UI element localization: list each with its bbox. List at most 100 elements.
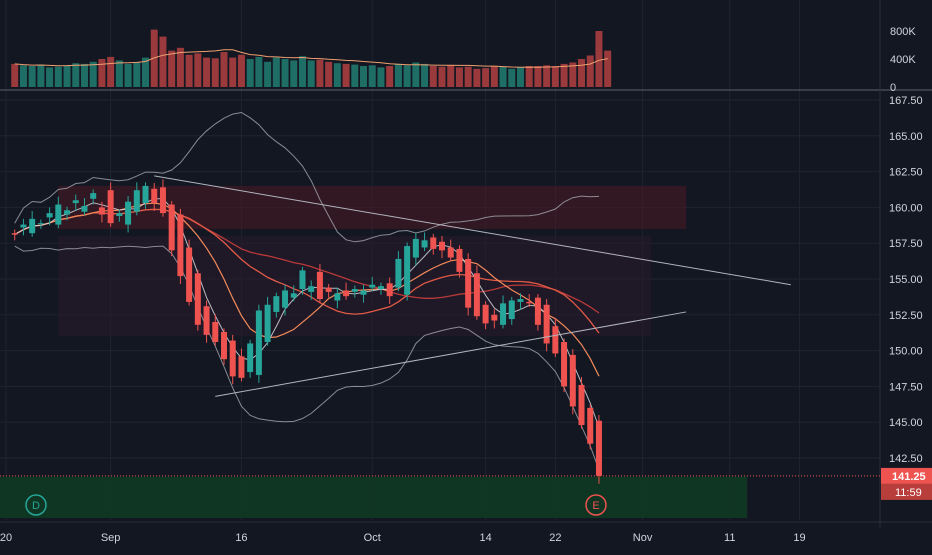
volume-bar — [604, 50, 612, 87]
time-tick-label: 16 — [235, 532, 247, 544]
candle-body — [552, 326, 559, 354]
volume-bar — [72, 63, 80, 87]
candle-body — [561, 342, 568, 387]
candle-body — [569, 354, 576, 407]
candle-body — [255, 310, 262, 375]
candle-body — [430, 237, 437, 249]
candle-body — [465, 258, 472, 308]
candle-body — [20, 224, 27, 228]
volume-bar — [281, 59, 289, 87]
candle-body — [64, 210, 71, 215]
volume-bar — [342, 63, 350, 87]
volume-bar — [360, 66, 368, 87]
volume-bar — [595, 31, 603, 87]
volume-bar — [429, 66, 437, 87]
support-zone — [0, 476, 748, 518]
candle-body — [142, 185, 149, 204]
last-price-badge — [881, 467, 932, 484]
candle-body — [517, 299, 524, 302]
candle-body — [125, 201, 132, 225]
last-price-label: 141.25 — [892, 471, 926, 483]
candle-body — [72, 200, 79, 204]
volume-bar — [203, 57, 211, 87]
volume-bar — [54, 66, 62, 87]
volume-bar — [560, 63, 568, 87]
candle-body — [491, 314, 498, 321]
candle-body — [151, 188, 158, 204]
volume-bar — [220, 52, 228, 87]
candle-body — [37, 223, 44, 225]
volume-bar — [46, 67, 54, 87]
candle-body — [247, 343, 254, 373]
price-tick-label: 167.50 — [889, 95, 923, 107]
candle-body — [203, 306, 210, 335]
volume-bar — [11, 63, 19, 87]
volume-bar — [272, 57, 280, 87]
volume-bar — [19, 65, 27, 87]
volume-bar — [89, 61, 97, 87]
volume-bar — [107, 56, 115, 87]
candle-body — [325, 287, 332, 292]
volume-tick-label: 400K — [890, 54, 916, 66]
time-tick-label: 11 — [724, 532, 735, 544]
bollinger-lower-line — [14, 245, 600, 470]
volume-tick-label: 800K — [890, 26, 916, 38]
candle-body — [369, 284, 376, 288]
candle-body — [107, 190, 114, 224]
candle-body — [299, 270, 306, 290]
volume-bar — [298, 56, 306, 87]
volume-bar — [80, 63, 88, 87]
candle-body — [90, 193, 97, 199]
time-tick-label: 14 — [479, 532, 491, 544]
volume-bar — [290, 60, 298, 87]
volume-bar — [316, 59, 324, 87]
event-marker-dividend — [25, 494, 47, 516]
volume-bar — [255, 56, 263, 87]
candle-body — [412, 238, 419, 258]
price-tick-label: 150.00 — [889, 346, 923, 358]
candle-body — [159, 187, 166, 214]
time-tick-label: Oct — [364, 532, 381, 544]
time-tick-label: 19 — [793, 532, 805, 544]
candle-body — [229, 340, 236, 377]
price-tick-label: 155.00 — [889, 274, 923, 286]
candle-body — [377, 286, 384, 290]
price-tick-label: 142.50 — [889, 453, 923, 465]
candle-body — [343, 290, 350, 297]
candle-body — [98, 207, 105, 215]
volume-bar — [569, 62, 577, 87]
volume-bar — [508, 68, 516, 87]
candle-body — [473, 273, 480, 317]
volume-ma-line — [14, 49, 608, 68]
volume-bar — [386, 66, 394, 87]
candle-body — [526, 301, 533, 304]
volume-bar — [264, 61, 272, 87]
volume-bar — [159, 36, 167, 87]
volume-bar — [168, 50, 176, 87]
candle-body — [334, 293, 341, 301]
candle-body — [81, 205, 88, 212]
volume-bar — [551, 66, 559, 87]
candle-body — [421, 240, 428, 248]
volume-bar — [438, 66, 446, 87]
candle-body — [11, 233, 18, 235]
candle-body — [186, 247, 193, 302]
candle-body — [29, 218, 36, 234]
volume-tick-label: 0 — [890, 82, 896, 94]
candle-body — [404, 246, 411, 295]
trendline — [215, 311, 687, 397]
time-tick-label: 20 — [0, 532, 12, 544]
candle-body — [386, 283, 393, 297]
volume-bar — [421, 63, 429, 87]
candle-body — [534, 297, 541, 325]
volume-bar — [307, 60, 315, 87]
candle-body — [351, 289, 358, 292]
volume-bar — [586, 55, 594, 87]
volume-bar — [28, 66, 36, 87]
volume-bar — [534, 66, 542, 87]
candle-body — [508, 300, 515, 320]
trendline — [154, 175, 791, 286]
volume-bar — [115, 60, 123, 87]
